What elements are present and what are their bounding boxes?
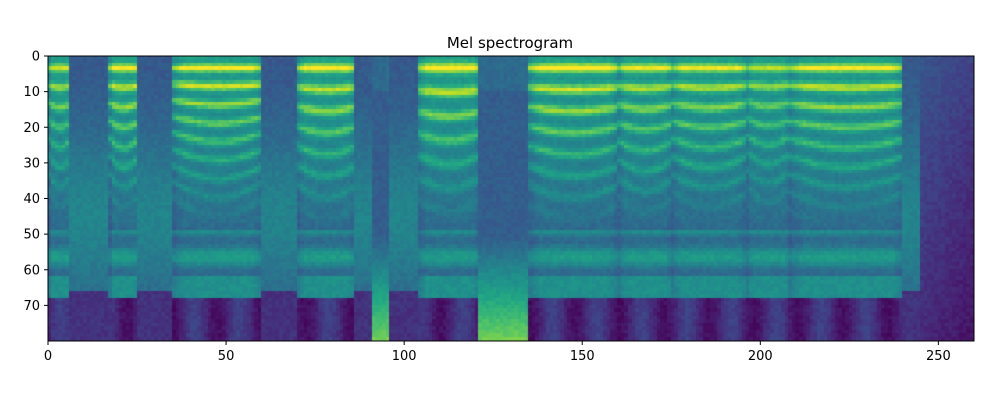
heatmap-canvas	[48, 56, 974, 341]
chart-title: Mel spectrogram	[447, 34, 573, 52]
x-axis: 0 50 100 150 200 250	[44, 341, 951, 364]
x-tick-label: 250	[926, 349, 951, 364]
y-axis: 0 10 20 30 40 50 60 70	[23, 50, 48, 314]
y-tick-label: 20	[23, 121, 40, 136]
y-tick-label: 40	[23, 192, 40, 207]
x-tick-label: 200	[748, 349, 773, 364]
y-tick-label: 60	[23, 263, 40, 278]
x-tick-label: 0	[44, 349, 52, 364]
y-tick-label: 10	[23, 85, 40, 100]
y-tick-label: 50	[23, 228, 40, 243]
x-tick-label: 50	[218, 349, 235, 364]
x-tick-label: 150	[570, 349, 595, 364]
y-tick-label: 30	[23, 156, 40, 171]
heatmap-layer	[48, 56, 974, 341]
x-tick-label: 100	[392, 349, 417, 364]
y-tick-label: 0	[32, 50, 40, 65]
y-tick-label: 70	[23, 299, 40, 314]
